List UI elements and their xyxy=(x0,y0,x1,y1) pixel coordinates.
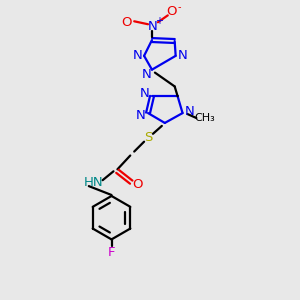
Text: +: + xyxy=(155,16,163,26)
Text: N: N xyxy=(178,49,188,62)
Text: F: F xyxy=(108,246,115,259)
Text: O: O xyxy=(132,178,142,190)
Text: CH₃: CH₃ xyxy=(194,113,215,123)
Text: O: O xyxy=(167,5,177,18)
Text: HN: HN xyxy=(84,176,104,189)
Text: N: N xyxy=(184,105,194,118)
Text: N: N xyxy=(140,87,150,100)
Text: O: O xyxy=(121,16,132,29)
Text: N: N xyxy=(142,68,152,81)
Text: S: S xyxy=(144,131,152,144)
Text: -: - xyxy=(178,2,181,13)
Text: N: N xyxy=(148,20,158,33)
Text: N: N xyxy=(132,49,142,62)
Text: N: N xyxy=(136,109,146,122)
